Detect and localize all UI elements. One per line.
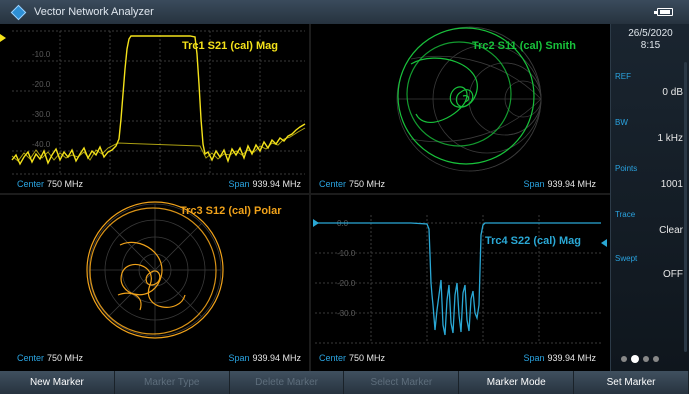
span-value: 939.94 MHz xyxy=(252,353,301,363)
param-value: Clear xyxy=(659,225,683,236)
center-key: Center xyxy=(319,353,347,363)
trace4-ytick: -10.0 xyxy=(337,249,356,258)
param-key: Swept xyxy=(615,254,638,263)
app-logo-icon xyxy=(10,4,27,20)
param-key: Trace xyxy=(615,210,636,219)
softkey-bar: New Marker Marker Type Delete Marker Sel… xyxy=(0,371,689,394)
page-dot-active[interactable] xyxy=(631,355,639,363)
trace4-label[interactable]: Trc4 S22 (cal) Mag xyxy=(485,235,581,247)
trace-display-area[interactable]: -10.0 -20.0 -30.0 -40.0 Trc1 S21 (cal) M… xyxy=(0,24,610,371)
page-dot[interactable] xyxy=(643,356,649,362)
bandwidth-button[interactable]: BW 1 kHz xyxy=(615,118,685,158)
center-key: Center xyxy=(17,179,45,189)
trace2-window[interactable]: Trc2 S11 (cal) Smith Center 750 MHz Span 9… xyxy=(311,24,610,193)
center-key: Center xyxy=(319,179,347,189)
trace1-ytick: -40.0 xyxy=(32,140,51,149)
param-value: 0 dB xyxy=(662,87,683,98)
reference-marker[interactable] xyxy=(313,219,319,227)
reference-marker[interactable] xyxy=(601,239,607,247)
points-button[interactable]: Points 1001 xyxy=(615,164,685,204)
page-indicator[interactable] xyxy=(621,355,659,363)
center-key: Center xyxy=(17,353,45,363)
trace3-label[interactable]: Trc3 S12 (cal) Polar xyxy=(180,205,282,217)
param-key: BW xyxy=(615,118,628,127)
sweep-button[interactable]: Swept OFF xyxy=(615,254,685,294)
marker-type-button[interactable]: Marker Type xyxy=(115,371,230,394)
reference-marker[interactable] xyxy=(0,34,6,42)
center-value: 750 MHz xyxy=(47,179,84,189)
trace1-label-text: Trc1 S21 (cal) Mag xyxy=(182,40,278,52)
trace4-window[interactable]: 0.0 -10.0 -20.0 -30.0 Trc4 S22 (cal) Mag… xyxy=(311,195,610,371)
trace1-ytick: -10.0 xyxy=(32,50,51,59)
trace1-center: Center 750 MHz xyxy=(17,179,83,189)
trace3-center: Center 750 MHz xyxy=(17,353,83,363)
param-value: 1001 xyxy=(660,179,683,190)
time-text: 8:15 xyxy=(640,40,661,51)
battery-icon xyxy=(654,8,673,16)
clock: 26/5/2020 8:15 xyxy=(611,28,689,52)
quadrant-divider xyxy=(309,24,311,371)
set-marker-button[interactable]: Set Marker xyxy=(574,371,689,394)
delete-marker-button[interactable]: Delete Marker xyxy=(230,371,345,394)
trace4-ytick: -30.0 xyxy=(337,309,356,318)
trace1-ytick: -30.0 xyxy=(32,110,51,119)
trace1-ytick: -20.0 xyxy=(32,80,51,89)
trace1-label[interactable]: Trc1 S21 (cal) Mag xyxy=(182,40,278,52)
ref-level-button[interactable]: REF 0 dB xyxy=(615,72,685,112)
marker-mode-button[interactable]: Marker Mode xyxy=(459,371,575,394)
sidebar-scrollbar[interactable] xyxy=(684,62,687,352)
settings-sidebar: 26/5/2020 8:15 REF 0 dB BW 1 kHz Points … xyxy=(610,24,689,371)
trace3-curve xyxy=(86,201,224,339)
page-dot[interactable] xyxy=(653,356,659,362)
center-value: 750 MHz xyxy=(349,353,386,363)
trace3-span: Span 939.94 MHz xyxy=(228,353,301,363)
new-marker-button[interactable]: New Marker xyxy=(0,371,115,394)
param-key: REF xyxy=(615,72,631,81)
param-value: 1 kHz xyxy=(657,133,683,144)
trace1-window[interactable]: -10.0 -20.0 -30.0 -40.0 Trc1 S21 (cal) M… xyxy=(0,24,309,193)
span-value: 939.94 MHz xyxy=(547,353,596,363)
trace-mode-button[interactable]: Trace Clear xyxy=(615,210,685,250)
quadrant-divider xyxy=(0,193,610,195)
date-text: 26/5/2020 xyxy=(628,28,673,39)
page-dot[interactable] xyxy=(621,356,627,362)
trace4-plot: 0.0 -10.0 -20.0 -30.0 xyxy=(313,215,607,344)
trace4-span: Span 939.94 MHz xyxy=(523,353,596,363)
select-marker-button[interactable]: Select Marker xyxy=(344,371,460,394)
span-key: Span xyxy=(228,179,250,189)
trace2-label[interactable]: Trc2 S11 (cal) Smith xyxy=(472,40,576,52)
span-key: Span xyxy=(228,353,250,363)
span-value: 939.94 MHz xyxy=(547,179,596,189)
trace3-polar-chart xyxy=(86,201,224,339)
trace2-center: Center 750 MHz xyxy=(319,179,385,189)
app-title: Vector Network Analyzer xyxy=(34,6,154,18)
trace2-smith-chart xyxy=(396,26,542,172)
param-key: Points xyxy=(615,164,638,173)
param-value: OFF xyxy=(663,269,683,280)
trace2-curve xyxy=(397,27,535,165)
trace1-plot: -10.0 -20.0 -30.0 -40.0 xyxy=(0,30,306,175)
span-value: 939.94 MHz xyxy=(252,179,301,189)
trace1-span: Span 939.94 MHz xyxy=(228,179,301,189)
disabled-param-slot xyxy=(615,298,685,338)
span-key: Span xyxy=(523,353,545,363)
trace4-ytick: -20.0 xyxy=(337,279,356,288)
trace2-span: Span 939.94 MHz xyxy=(523,179,596,189)
center-value: 750 MHz xyxy=(349,179,386,189)
trace3-window[interactable]: Trc3 S12 (cal) Polar Center 750 MHz Span 9… xyxy=(0,195,309,371)
title-bar: Vector Network Analyzer xyxy=(0,0,689,24)
center-value: 750 MHz xyxy=(47,353,84,363)
trace4-center: Center 750 MHz xyxy=(319,353,385,363)
span-key: Span xyxy=(523,179,545,189)
trace4-curve xyxy=(317,222,601,336)
trace1-curve xyxy=(11,35,306,166)
